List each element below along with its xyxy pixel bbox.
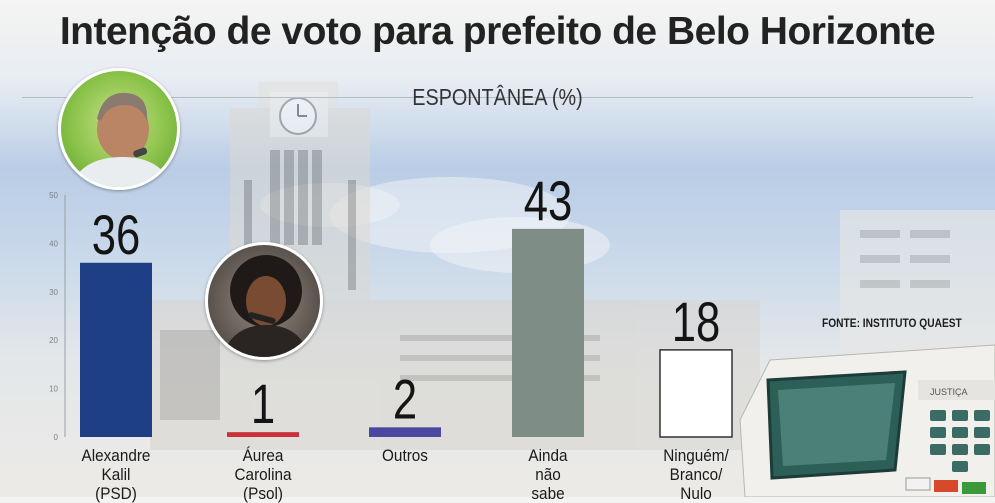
category-label-1: Áurea Carolina (Psol) bbox=[209, 446, 317, 503]
category-label-line: Ainda bbox=[528, 446, 568, 465]
ballot-box-image: JUSTIÇA bbox=[739, 344, 995, 497]
category-label-line: Áurea bbox=[242, 446, 284, 465]
value-label-4: 18 bbox=[672, 291, 721, 353]
y-tick-label: 30 bbox=[49, 288, 58, 297]
category-label-line: Branco/ bbox=[669, 465, 723, 484]
bar-2 bbox=[369, 427, 441, 437]
category-label-0: Alexandre Kalil (PSD) bbox=[62, 446, 170, 503]
category-label-line: Ninguém/ bbox=[663, 446, 729, 465]
bar-1 bbox=[227, 432, 299, 437]
category-label-line: Outros bbox=[382, 446, 428, 465]
category-label-3: Ainda não sabe bbox=[494, 446, 602, 503]
y-tick-label: 20 bbox=[49, 336, 58, 345]
category-label-line: Kalil bbox=[101, 465, 131, 484]
chart-subtitle: ESPONTÂNEA (%) bbox=[70, 84, 926, 111]
category-label-line: Carolina bbox=[234, 465, 292, 484]
y-axis: 0 10 20 30 40 50 bbox=[49, 191, 66, 442]
bars bbox=[80, 228, 733, 438]
y-tick-label: 40 bbox=[49, 239, 58, 248]
value-label-1: 1 bbox=[251, 373, 275, 435]
chart-title: Intenção de voto para prefeito de Belo H… bbox=[59, 10, 936, 53]
alexandre-kalil-photo bbox=[58, 68, 180, 190]
value-label-2: 2 bbox=[393, 368, 417, 430]
value-labels: 36 1 2 43 18 bbox=[92, 170, 721, 436]
source-note: FONTE: INSTITUTO QUAEST bbox=[822, 316, 962, 330]
category-label-line: (Psol) bbox=[243, 484, 283, 503]
bar-3 bbox=[512, 228, 584, 437]
category-label-2: Outros bbox=[351, 446, 459, 465]
svg-text:JUSTIÇA: JUSTIÇA bbox=[930, 387, 968, 397]
category-label-4: Ninguém/Branco/Nulo bbox=[642, 446, 750, 503]
aurea-carolina-photo bbox=[205, 242, 323, 360]
title-divider bbox=[22, 97, 973, 98]
category-label-line: Nulo bbox=[680, 484, 712, 503]
y-tick-label: 50 bbox=[49, 191, 58, 200]
value-label-3: 43 bbox=[524, 170, 573, 232]
category-label-line: (PSD) bbox=[95, 484, 137, 503]
kalil-portrait-icon bbox=[71, 92, 173, 187]
category-label-line: não bbox=[535, 465, 561, 484]
bar-0 bbox=[80, 262, 152, 437]
chart-subtitle-text: ESPONTÂNEA (%) bbox=[412, 84, 583, 110]
aurea-portrait-icon bbox=[222, 255, 310, 357]
value-label-0: 36 bbox=[92, 204, 141, 266]
category-label-line: sabe bbox=[531, 484, 565, 503]
bar-4 bbox=[659, 349, 733, 438]
y-tick-label: 0 bbox=[54, 433, 59, 442]
y-tick-label: 10 bbox=[49, 385, 58, 394]
category-label-line: Alexandre bbox=[81, 446, 151, 465]
